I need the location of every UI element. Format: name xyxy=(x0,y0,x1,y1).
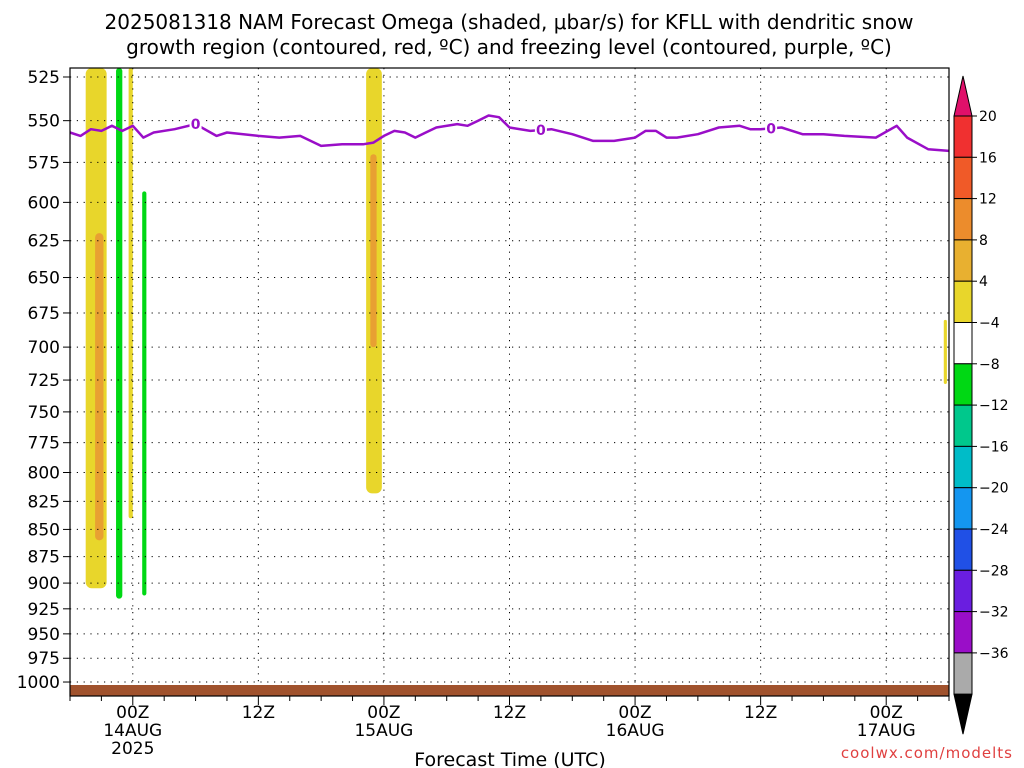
y-tick-label-575: 575 xyxy=(28,153,60,173)
omega-region-6 xyxy=(370,154,377,348)
freezing-level-layer: 0 0 0 xyxy=(69,114,950,153)
colorbar-segment-11 xyxy=(953,569,973,613)
chart-title-line-2: growth region (contoured, red, ºC) and f… xyxy=(126,35,892,59)
colorbar-label-9: −20 xyxy=(979,481,1009,497)
colorbar-bottom-arrow xyxy=(953,693,973,735)
omega-region-2 xyxy=(128,68,133,519)
freezing-label-2: 0 xyxy=(766,121,776,137)
terrain-layer xyxy=(70,685,949,696)
freezing-label-bg-0 xyxy=(189,116,202,133)
y-tick-label-675: 675 xyxy=(28,304,60,324)
x-tick-date-4: 16AUG xyxy=(606,721,665,741)
credit-text: coolwx.com/modelts xyxy=(841,744,1013,762)
y-tick-label-750: 750 xyxy=(28,403,60,423)
terrain-band xyxy=(70,685,949,696)
colorbar-segment-2 xyxy=(953,198,973,241)
y-tick-label-850: 850 xyxy=(28,520,60,540)
colorbar-label-8: −16 xyxy=(979,439,1009,455)
colorbar-segment-12 xyxy=(953,611,973,654)
colorbar-label-13: −36 xyxy=(979,646,1009,662)
x-tick-label-6: 00Z xyxy=(870,703,903,723)
x-tick-date-6: 17AUG xyxy=(857,721,916,741)
y-tick-label-1000: 1000 xyxy=(17,673,60,693)
colorbar-segment-4 xyxy=(953,280,973,324)
x-tick-label-0: 00Z xyxy=(116,703,149,723)
colorbar-segment-1 xyxy=(953,156,973,200)
colorbar-segment-13 xyxy=(953,652,973,695)
x-tick-label-4: 00Z xyxy=(618,703,651,723)
colorbar-segment-8 xyxy=(953,445,973,489)
y-tick-label-650: 650 xyxy=(28,269,60,289)
x-tick-label-2: 00Z xyxy=(367,703,400,723)
colorbar-segment-9 xyxy=(953,487,973,530)
colorbar-segment-5 xyxy=(953,322,973,365)
y-tick-label-625: 625 xyxy=(28,232,60,252)
colorbar-label-0: 20 xyxy=(979,109,997,125)
y-tick-label-600: 600 xyxy=(28,193,60,213)
y-tick-label-700: 700 xyxy=(28,338,60,358)
omega-region-7 xyxy=(943,319,947,384)
colorbar-label-4: 4 xyxy=(979,274,988,290)
y-tick-label-550: 550 xyxy=(28,112,60,132)
freezing-level-line xyxy=(69,114,950,153)
x-tick-label-3: 12Z xyxy=(493,703,526,723)
y-tick-label-900: 900 xyxy=(28,574,60,594)
omega-shading-layer xyxy=(85,68,947,599)
colorbar-segment-0 xyxy=(953,115,973,158)
y-tick-label-775: 775 xyxy=(28,434,60,454)
chart-title-line-1: 2025081318 NAM Forecast Omega (shaded, μ… xyxy=(105,10,914,34)
colorbar-label-7: −12 xyxy=(979,398,1009,414)
colorbar-label-5: −4 xyxy=(979,316,1000,332)
grid-layer xyxy=(70,68,949,696)
x-tick-label-5: 12Z xyxy=(744,703,777,723)
colorbar-label-11: −28 xyxy=(979,563,1009,579)
colorbar-top-arrow xyxy=(953,75,973,117)
colorbar: 20 16 12 8 4 −4 −8 −12 −16 −20 −24 −28 −32 −36 xyxy=(953,75,1009,735)
y-axis: 525 550 575 600 625 650 675 700 725 750 775 800 825 8… xyxy=(17,68,70,693)
colorbar-label-6: −8 xyxy=(979,357,1000,373)
omega-region-4 xyxy=(142,191,147,596)
y-tick-label-950: 950 xyxy=(28,625,60,645)
y-tick-label-525: 525 xyxy=(28,68,60,88)
x-tick-date-0: 14AUG xyxy=(103,721,162,741)
y-tick-label-925: 925 xyxy=(28,600,60,620)
colorbar-segment-10 xyxy=(953,528,973,571)
colorbar-label-12: −32 xyxy=(979,605,1009,621)
freezing-label-bg-1 xyxy=(534,122,547,139)
y-tick-label-825: 825 xyxy=(28,492,60,512)
colorbar-segment-3 xyxy=(953,239,973,282)
freezing-label-bg-2 xyxy=(765,120,778,137)
omega-region-1 xyxy=(95,233,104,541)
colorbar-label-3: 8 xyxy=(979,233,988,249)
omega-region-3 xyxy=(116,68,123,599)
freezing-label-0: 0 xyxy=(191,117,201,133)
y-tick-label-975: 975 xyxy=(28,649,60,669)
x-tick-year-0: 2025 xyxy=(111,739,154,759)
colorbar-label-1: 16 xyxy=(979,150,997,166)
colorbar-label-10: −24 xyxy=(979,522,1009,538)
colorbar-segment-7 xyxy=(953,404,973,447)
freezing-label-1: 0 xyxy=(536,123,546,139)
y-tick-label-725: 725 xyxy=(28,371,60,391)
y-tick-label-800: 800 xyxy=(28,463,60,483)
colorbar-label-2: 12 xyxy=(979,192,997,208)
y-tick-label-875: 875 xyxy=(28,548,60,568)
x-tick-date-2: 15AUG xyxy=(354,721,413,741)
colorbar-segment-6 xyxy=(953,363,973,406)
x-tick-label-1: 12Z xyxy=(242,703,275,723)
x-axis-label: Forecast Time (UTC) xyxy=(414,749,605,768)
